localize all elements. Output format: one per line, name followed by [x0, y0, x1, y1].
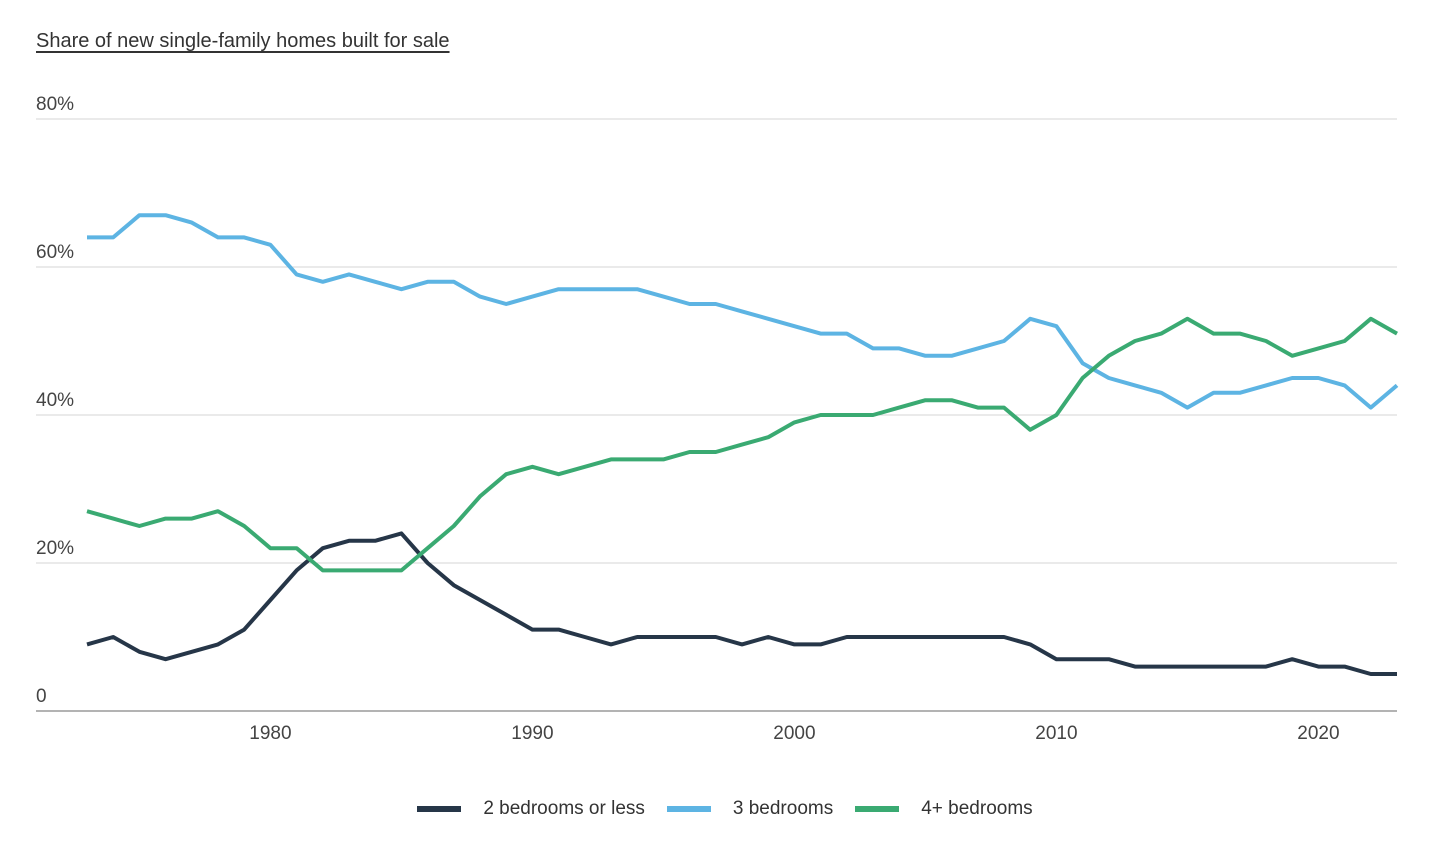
legend-item-2-bedrooms-or-less: 2 bedrooms or less [417, 798, 645, 820]
y-tick-label: 80% [36, 94, 74, 115]
legend-label: 2 bedrooms or less [483, 798, 645, 819]
x-tick-label: 2010 [1035, 723, 1077, 744]
series-line-4-bedrooms [86, 316, 1398, 573]
chart-legend: 2 bedrooms or less 3 bedrooms 4+ bedrooms [0, 798, 1450, 820]
x-tick-label: 2000 [773, 723, 815, 744]
y-tick-label: 60% [36, 242, 74, 263]
legend-swatch [666, 806, 711, 812]
legend-item-4-bedrooms: 4+ bedrooms [855, 798, 1033, 820]
y-tick-label: 40% [36, 390, 74, 411]
x-tick-label: 2020 [1297, 723, 1339, 744]
legend-swatch [417, 806, 462, 812]
legend-swatch [855, 806, 900, 812]
legend-label: 4+ bedrooms [921, 798, 1033, 819]
x-tick-label: 1980 [249, 723, 291, 744]
y-tick-label: 0 [36, 686, 47, 707]
series-line-3-bedrooms [87, 213, 1399, 410]
chart-title: Share of new single-family homes built f… [36, 30, 450, 52]
legend-label: 3 bedrooms [732, 798, 834, 819]
series-line-2-bedrooms-or-less [86, 531, 1397, 676]
x-tick-label: 1990 [511, 723, 553, 744]
legend-item-3-bedrooms: 3 bedrooms [666, 798, 834, 820]
y-tick-label: 20% [36, 538, 74, 559]
